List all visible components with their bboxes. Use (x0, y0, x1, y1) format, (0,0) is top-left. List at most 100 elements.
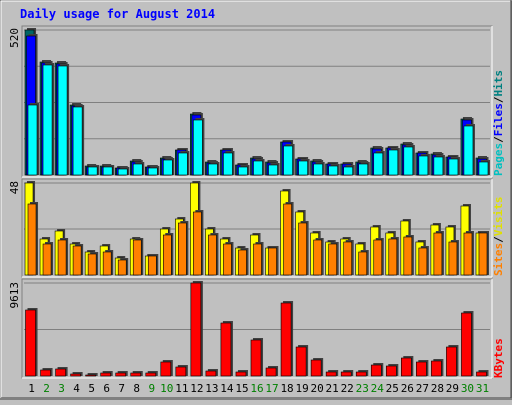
hits-pages-bar (343, 166, 354, 176)
hits-pages-bar (253, 160, 263, 176)
hits-pages-bar (373, 152, 384, 176)
visits-sites-bar (373, 239, 383, 276)
legend-sites-visits: Sites/Visits (492, 197, 505, 277)
hits-pages-bar (478, 161, 489, 176)
hits-pages-bar (388, 149, 399, 176)
hits-pages-bar (117, 168, 128, 176)
pages-files-hits-panel (21, 25, 493, 178)
kbytes-kbytes-bar (205, 370, 217, 377)
visits-sites-bar (238, 249, 247, 276)
hits-pages-bar (208, 163, 218, 176)
hits-pages-bar (403, 146, 414, 176)
visits-sites-bar (418, 247, 428, 276)
kbytes-kbytes-bar (250, 339, 262, 377)
visits-sites-bar (193, 211, 202, 276)
x-tick-label: 2 (43, 382, 50, 395)
hits-pages-bar (283, 145, 293, 176)
hits-y-max-label: 520 (8, 28, 21, 48)
hits-pages-bar (72, 106, 83, 176)
x-tick-label: 28 (431, 382, 444, 395)
visits-sites-bar (27, 203, 37, 276)
hits-pages-bar (268, 164, 278, 176)
hits-pages-bar (162, 159, 173, 176)
legend-pages-files-hits: Pages/Files/Hits (492, 70, 505, 176)
kbytes-panel (21, 278, 493, 379)
x-tick-label: 3 (58, 382, 65, 395)
visits-sites-bar (162, 234, 172, 276)
x-tick-label: 23 (356, 382, 369, 395)
kbytes-kbytes-bar (325, 371, 337, 377)
kbytes-kbytes-bar (280, 302, 292, 377)
x-tick-label: 19 (295, 382, 308, 395)
hits-pages-bar (102, 166, 113, 176)
legend-pages: Pages (492, 143, 505, 176)
kbytes-kbytes-bar (175, 366, 187, 377)
kbytes-kbytes-bar (85, 374, 96, 377)
hits-pages-bar (328, 165, 338, 176)
legend-files: Files (492, 103, 505, 136)
x-tick-label: 5 (88, 382, 95, 395)
hits-pages-bar (298, 160, 308, 176)
kbytes-kbytes-bar (310, 359, 322, 377)
visits-sites-bar (463, 232, 473, 276)
visits-sites-bar (117, 259, 127, 276)
visits-sites-bar (433, 232, 443, 276)
visits-sites-bar (403, 236, 413, 276)
kbytes-kbytes-bar (70, 373, 81, 377)
x-axis-day-labels: 1 2 3 4 5 6 7 8 9 10 11 12 13 14 15 16 17 18 19 20 21 22 23 24 2… (28, 382, 489, 395)
x-tick-label: 4 (73, 382, 80, 395)
visits-sites-bar (208, 234, 217, 276)
x-tick-label: 26 (401, 382, 414, 395)
visits-sites-bar (283, 203, 292, 276)
visits-y-max-label: 48 (8, 181, 21, 194)
x-tick-label: 27 (416, 382, 429, 395)
x-tick-label: 13 (205, 382, 218, 395)
hits-pages-bar (193, 119, 203, 176)
hits-pages-bar (27, 104, 38, 176)
kbytes-kbytes-bar (40, 369, 51, 377)
kbytes-kbytes-bar (265, 367, 277, 377)
x-tick-label: 18 (280, 382, 293, 395)
visits-sites-bar (328, 243, 337, 276)
hits-pages-bar (463, 125, 474, 176)
visits-sites-bar (388, 238, 398, 276)
x-tick-label: 15 (235, 382, 248, 395)
x-tick-label: 21 (326, 382, 339, 395)
kbytes-y-max-label: 9613 (8, 282, 21, 309)
hits-pages-bar (87, 166, 98, 176)
hits-pages-bar (433, 156, 444, 176)
kbytes-kbytes-bar (145, 372, 157, 377)
legend-sites: Sites (492, 243, 505, 276)
kbytes-kbytes-bar (115, 372, 127, 377)
legend-visits: Visits (492, 197, 505, 237)
visits-sites-bar (102, 251, 112, 276)
visits-sites-bar (72, 245, 82, 276)
kbytes-kbytes-bar (100, 372, 111, 377)
kbytes-kbytes-bar (55, 368, 66, 377)
hits-pages-bar (238, 166, 248, 176)
visits-sites-bar (358, 251, 368, 276)
kbytes-kbytes-bar (295, 346, 307, 377)
kbytes-kbytes-bar-shadow (87, 373, 98, 376)
kbytes-kbytes-bar (190, 282, 202, 377)
visits-sites-bar (253, 243, 262, 276)
visits-sites-bar (147, 255, 157, 276)
x-tick-label: 30 (461, 382, 474, 395)
x-tick-label: 31 (476, 382, 489, 395)
kbytes-kbytes-bar (446, 346, 457, 377)
kbytes-kbytes-bar (385, 365, 397, 377)
visits-sites-bar (42, 243, 52, 276)
x-tick-label: 25 (386, 382, 399, 395)
hits-pages-bar (448, 158, 459, 176)
x-tick-label: 10 (160, 382, 173, 395)
hits-pages-bar (178, 152, 188, 176)
hits-pages-bar (358, 163, 369, 176)
legend-kbytes: KBytes (492, 338, 505, 378)
visits-sites-bar (298, 222, 307, 276)
hits-pages-bar (313, 163, 323, 176)
x-tick-label: 16 (250, 382, 263, 395)
x-tick-label: 7 (118, 382, 125, 395)
x-tick-label: 14 (220, 382, 234, 395)
kbytes-kbytes-bar (476, 371, 487, 377)
